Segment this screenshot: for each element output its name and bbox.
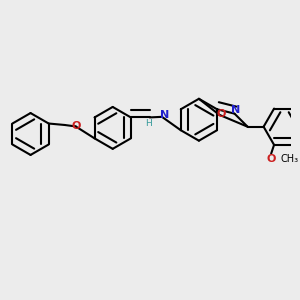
- Text: O: O: [71, 122, 80, 131]
- Text: N: N: [160, 110, 169, 120]
- Text: O: O: [266, 154, 276, 164]
- Text: O: O: [216, 109, 225, 119]
- Text: H: H: [145, 119, 152, 128]
- Text: N: N: [231, 105, 241, 115]
- Text: CH₃: CH₃: [280, 154, 298, 164]
